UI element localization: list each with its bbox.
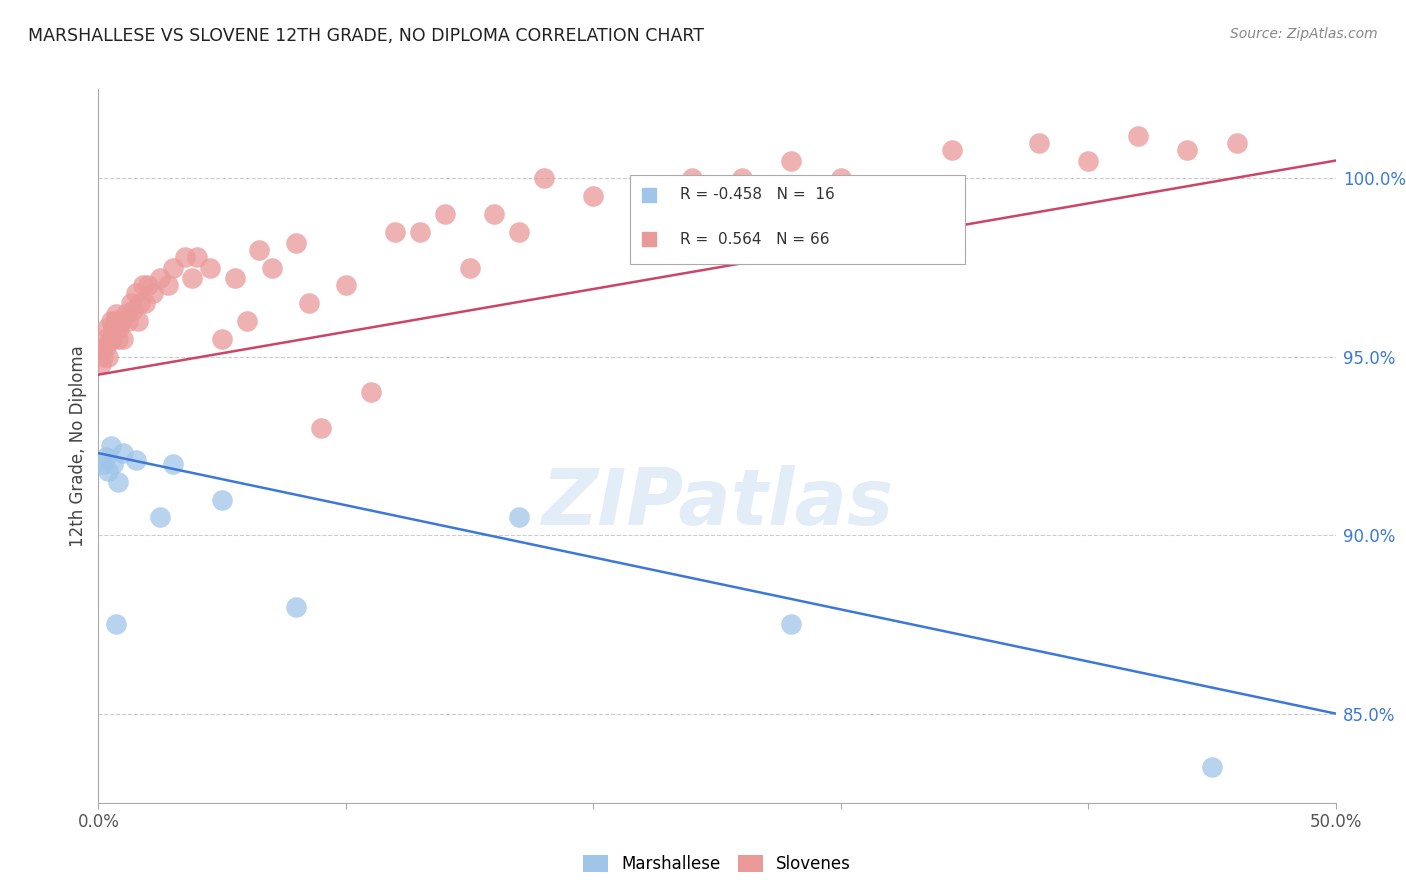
- Point: [731, 171, 754, 186]
- Point: [309, 421, 332, 435]
- Point: [108, 321, 131, 335]
- Text: ZIPatlas: ZIPatlas: [541, 465, 893, 541]
- Point: [98, 332, 121, 346]
- Point: [260, 260, 283, 275]
- Point: [211, 332, 233, 346]
- Point: [181, 271, 204, 285]
- Point: [120, 296, 142, 310]
- Point: [100, 314, 122, 328]
- Point: [780, 153, 803, 168]
- Point: [1077, 153, 1099, 168]
- Point: [582, 189, 605, 203]
- Text: R = -0.458   N =  16: R = -0.458 N = 16: [681, 187, 835, 202]
- Point: [211, 492, 233, 507]
- Point: [132, 278, 155, 293]
- Point: [103, 321, 125, 335]
- FancyBboxPatch shape: [630, 175, 965, 264]
- Point: [124, 453, 146, 467]
- Point: [94, 339, 117, 353]
- Point: [107, 332, 129, 346]
- Point: [93, 332, 115, 346]
- Point: [409, 225, 432, 239]
- Point: [830, 171, 852, 186]
- Point: [285, 599, 308, 614]
- Point: [1226, 136, 1249, 150]
- Point: [1028, 136, 1050, 150]
- Point: [508, 510, 530, 524]
- Point: [285, 235, 308, 250]
- Point: [198, 260, 221, 275]
- Point: [101, 332, 124, 346]
- Point: [533, 171, 555, 186]
- Point: [360, 385, 382, 400]
- Point: [681, 171, 703, 186]
- Point: [124, 285, 146, 300]
- Point: [93, 350, 115, 364]
- Point: [149, 510, 172, 524]
- Text: Source: ZipAtlas.com: Source: ZipAtlas.com: [1230, 27, 1378, 41]
- Point: [90, 357, 112, 371]
- Point: [458, 260, 481, 275]
- Y-axis label: 12th Grade, No Diploma: 12th Grade, No Diploma: [69, 345, 87, 547]
- Point: [136, 278, 159, 293]
- Point: [110, 314, 132, 328]
- Point: [247, 243, 270, 257]
- Point: [484, 207, 506, 221]
- Point: [224, 271, 246, 285]
- Point: [134, 296, 156, 310]
- Point: [114, 307, 136, 321]
- Point: [508, 225, 530, 239]
- Point: [127, 314, 149, 328]
- Point: [107, 475, 129, 489]
- Legend: Marshallese, Slovenes: Marshallese, Slovenes: [576, 848, 858, 880]
- Point: [236, 314, 259, 328]
- Point: [117, 314, 139, 328]
- Point: [162, 457, 184, 471]
- Point: [100, 439, 122, 453]
- Point: [97, 350, 120, 364]
- Point: [91, 343, 114, 357]
- Point: [780, 617, 803, 632]
- Point: [631, 189, 654, 203]
- Point: [103, 314, 125, 328]
- Point: [112, 332, 135, 346]
- Point: [941, 143, 963, 157]
- Point: [156, 278, 179, 293]
- Point: [112, 446, 135, 460]
- Point: [174, 250, 197, 264]
- Point: [335, 278, 357, 293]
- Point: [93, 457, 115, 471]
- Point: [1175, 143, 1198, 157]
- Text: R =  0.564   N = 66: R = 0.564 N = 66: [681, 232, 830, 246]
- Text: MARSHALLESE VS SLOVENE 12TH GRADE, NO DIPLOMA CORRELATION CHART: MARSHALLESE VS SLOVENE 12TH GRADE, NO DI…: [28, 27, 704, 45]
- Point: [96, 321, 118, 335]
- Point: [879, 189, 901, 203]
- Point: [97, 464, 120, 478]
- Point: [904, 189, 927, 203]
- Point: [433, 207, 456, 221]
- Point: [1201, 760, 1223, 774]
- Point: [129, 296, 152, 310]
- Point: [149, 271, 172, 285]
- Point: [1126, 128, 1149, 143]
- Point: [103, 457, 125, 471]
- Point: [104, 307, 127, 321]
- Point: [94, 450, 117, 464]
- Point: [298, 296, 321, 310]
- Point: [162, 260, 184, 275]
- Point: [104, 617, 127, 632]
- Point: [384, 225, 406, 239]
- Point: [142, 285, 165, 300]
- Point: [122, 303, 145, 318]
- Point: [186, 250, 208, 264]
